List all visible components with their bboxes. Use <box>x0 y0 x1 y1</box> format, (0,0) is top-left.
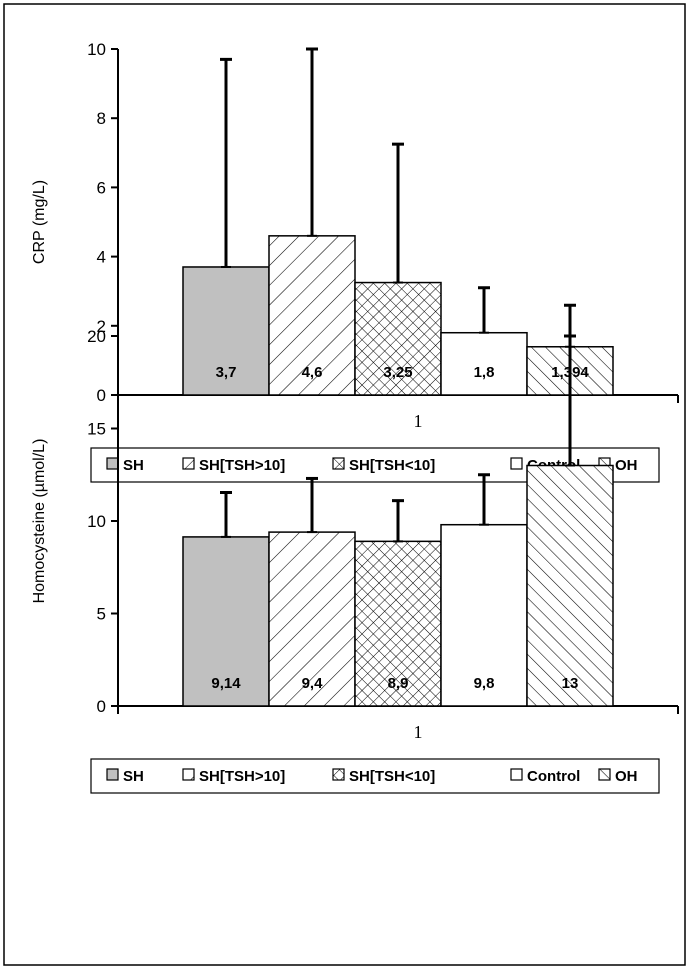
y-tick-label: 2 <box>97 317 106 336</box>
bar-sh-tsh-10- <box>354 281 442 396</box>
bar-control <box>440 523 528 707</box>
bar-sh-tsh-10- <box>268 531 356 707</box>
bar-oh <box>526 464 614 707</box>
legend-swatch <box>106 768 119 781</box>
legend-entry: SH <box>123 768 144 785</box>
legend-entry: SH[TSH<10] <box>349 457 435 474</box>
data-label: 1,8 <box>474 364 495 381</box>
y-tick-label: 0 <box>97 697 106 716</box>
y-tick-label: 8 <box>97 109 106 128</box>
y-tick-label: 5 <box>97 605 106 624</box>
bar-sh <box>182 536 270 707</box>
y-axis-title: Homocysteine (µmol/L) <box>31 439 48 604</box>
data-label: 9,4 <box>302 675 324 692</box>
legend-entry: OH <box>615 457 638 474</box>
legend-entry: SH <box>123 457 144 474</box>
category-label: 1 <box>414 411 423 431</box>
y-tick-label: 6 <box>97 178 106 197</box>
legend-swatch <box>332 768 345 781</box>
category-label: 1 <box>414 722 423 742</box>
data-label: 9,14 <box>211 675 241 692</box>
data-label: 9,8 <box>474 675 495 692</box>
legend-swatch <box>106 457 119 470</box>
y-axis-title: CRP (mg/L) <box>31 180 48 264</box>
legend-swatch <box>510 457 523 470</box>
legend-entry: SH[TSH>10] <box>199 768 285 785</box>
data-label: 4,6 <box>302 364 323 381</box>
y-tick-label: 0 <box>97 386 106 405</box>
bar-sh-tsh-10- <box>354 540 442 707</box>
y-tick-label: 10 <box>87 512 106 531</box>
legend-swatch <box>510 768 523 781</box>
legend-swatch <box>332 457 345 470</box>
data-label: 3,25 <box>383 364 412 381</box>
legend-entry: SH[TSH<10] <box>349 768 435 785</box>
legend-entry: OH <box>615 768 638 785</box>
legend-swatch <box>182 457 195 470</box>
legend-entry: Control <box>527 768 580 785</box>
data-label: 3,7 <box>216 364 237 381</box>
y-tick-label: 20 <box>87 327 106 346</box>
legend-swatch <box>598 768 611 781</box>
data-label: 8,9 <box>388 675 409 692</box>
y-tick-label: 4 <box>97 248 106 267</box>
data-label: 13 <box>562 675 579 692</box>
bar-sh-tsh-10- <box>268 235 356 396</box>
y-tick-label: 10 <box>87 40 106 59</box>
legend-entry: SH[TSH>10] <box>199 457 285 474</box>
legend-swatch <box>182 768 195 781</box>
y-tick-label: 15 <box>87 420 106 439</box>
